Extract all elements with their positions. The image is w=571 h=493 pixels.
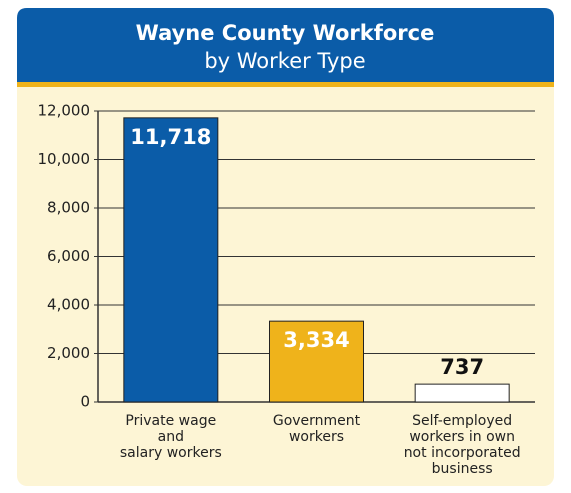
- value-label: 737: [440, 355, 484, 379]
- x-tick-label: and: [158, 429, 184, 445]
- y-tick-label: 6,000: [47, 247, 90, 265]
- y-tick-label: 0: [80, 393, 90, 411]
- x-tick-label: Government: [273, 413, 361, 429]
- x-tick-label: Self-employed: [412, 413, 512, 429]
- y-tick-label: 10,000: [38, 150, 91, 168]
- y-tick-label: 8,000: [47, 199, 90, 217]
- y-tick-label: 4,000: [47, 296, 90, 314]
- y-tick-label: 2,000: [47, 344, 90, 362]
- chart-subtitle: by Worker Type: [204, 49, 365, 73]
- bar: [414, 383, 510, 403]
- bar: [269, 320, 364, 403]
- header: [17, 8, 554, 82]
- x-tick-label: workers in own: [409, 429, 515, 445]
- header-stripe: [17, 82, 554, 87]
- x-tick-label: not incorporated: [404, 445, 521, 461]
- bar: [123, 117, 219, 403]
- x-tick-label: workers: [289, 429, 344, 445]
- chart-title: Wayne County Workforce: [136, 21, 435, 45]
- y-tick-label: 12,000: [38, 102, 91, 120]
- x-tick-label: salary workers: [120, 445, 222, 461]
- value-label: 3,334: [283, 328, 349, 352]
- x-tick-label: Private wage: [125, 413, 216, 429]
- value-label: 11,718: [130, 125, 211, 149]
- x-tick-label: business: [432, 461, 493, 477]
